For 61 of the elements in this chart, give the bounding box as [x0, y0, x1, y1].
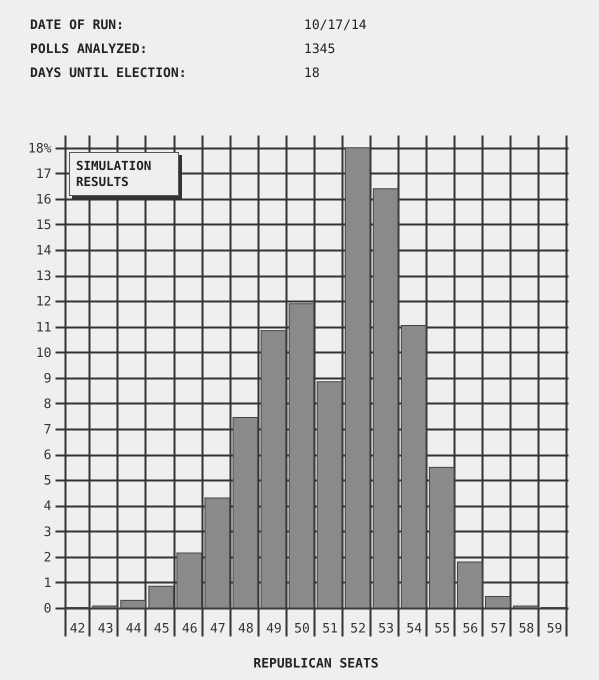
bar — [513, 605, 539, 608]
x-tick-label: 52 — [350, 622, 366, 636]
x-tick-label: 51 — [322, 622, 338, 636]
x-tick-label: 53 — [378, 622, 394, 636]
y-tick-label: 8 — [44, 396, 52, 412]
x-tick-label: 43 — [98, 622, 114, 636]
y-tick-label: 12 — [36, 294, 52, 310]
bar — [344, 147, 370, 608]
y-tick-label: 6 — [44, 448, 52, 464]
x-tick-label: 48 — [238, 622, 254, 636]
text: DAYS UNTIL ELECTION: — [30, 66, 188, 81]
bar — [120, 600, 146, 608]
bar — [148, 586, 174, 608]
y-tick-label: 2 — [44, 550, 52, 566]
text: 10/17/14 — [304, 18, 368, 33]
x-tick-label: 54 — [406, 622, 422, 636]
y-tick-label: 0 — [44, 602, 52, 616]
bar — [372, 188, 398, 608]
bar — [428, 466, 455, 608]
x-tick-label: 55 — [434, 622, 450, 636]
y-tick-label: 15 — [36, 218, 52, 233]
text: 18 — [304, 66, 321, 81]
y-tick-label: 5 — [44, 474, 52, 489]
x-tick-label: 45 — [154, 622, 170, 636]
bar — [400, 324, 427, 608]
x-tick-label: 42 — [70, 622, 86, 636]
bar — [260, 330, 286, 608]
y-tick-label: 9 — [44, 371, 52, 386]
bar — [316, 381, 342, 608]
bar — [176, 552, 202, 608]
x-tick-label: 50 — [294, 622, 310, 636]
y-tick-label: 1 — [44, 576, 52, 591]
y-tick-label: 3 — [44, 524, 52, 540]
x-tick-label: 49 — [266, 622, 282, 636]
bar — [232, 417, 258, 608]
bar — [288, 303, 314, 608]
y-tick-label: 16 — [36, 192, 52, 208]
text: SIMULATION RESULTS — [69, 152, 179, 196]
y-tick-label: 4 — [44, 499, 52, 514]
y-tick-label: 7 — [44, 422, 52, 438]
y-tick-label: 14 — [36, 244, 52, 259]
y-tick-label: 13 — [36, 269, 52, 284]
x-tick-label: 44 — [126, 622, 142, 636]
bar — [92, 605, 118, 608]
bar — [485, 596, 511, 608]
x-tick-label: 47 — [210, 622, 226, 636]
bar — [204, 498, 230, 608]
x-tick-label: 57 — [490, 622, 506, 636]
x-tick-label: 46 — [182, 622, 198, 636]
bar — [456, 561, 483, 608]
y-tick-label: 17 — [36, 166, 52, 182]
x-tick-label: 59 — [546, 622, 562, 636]
y-tick-label: 10 — [36, 346, 52, 361]
text: POLLS ANALYZED: — [30, 42, 148, 57]
x-tick-label: 56 — [462, 622, 478, 636]
text: DATE OF RUN: — [30, 18, 125, 33]
y-tick-label: 18% — [28, 141, 52, 156]
x-tick-label: 58 — [518, 622, 534, 636]
y-tick-label: 11 — [36, 320, 52, 336]
text: 1345 — [304, 42, 336, 57]
x-axis-title: REPUBLICAN SEATS — [253, 656, 379, 672]
